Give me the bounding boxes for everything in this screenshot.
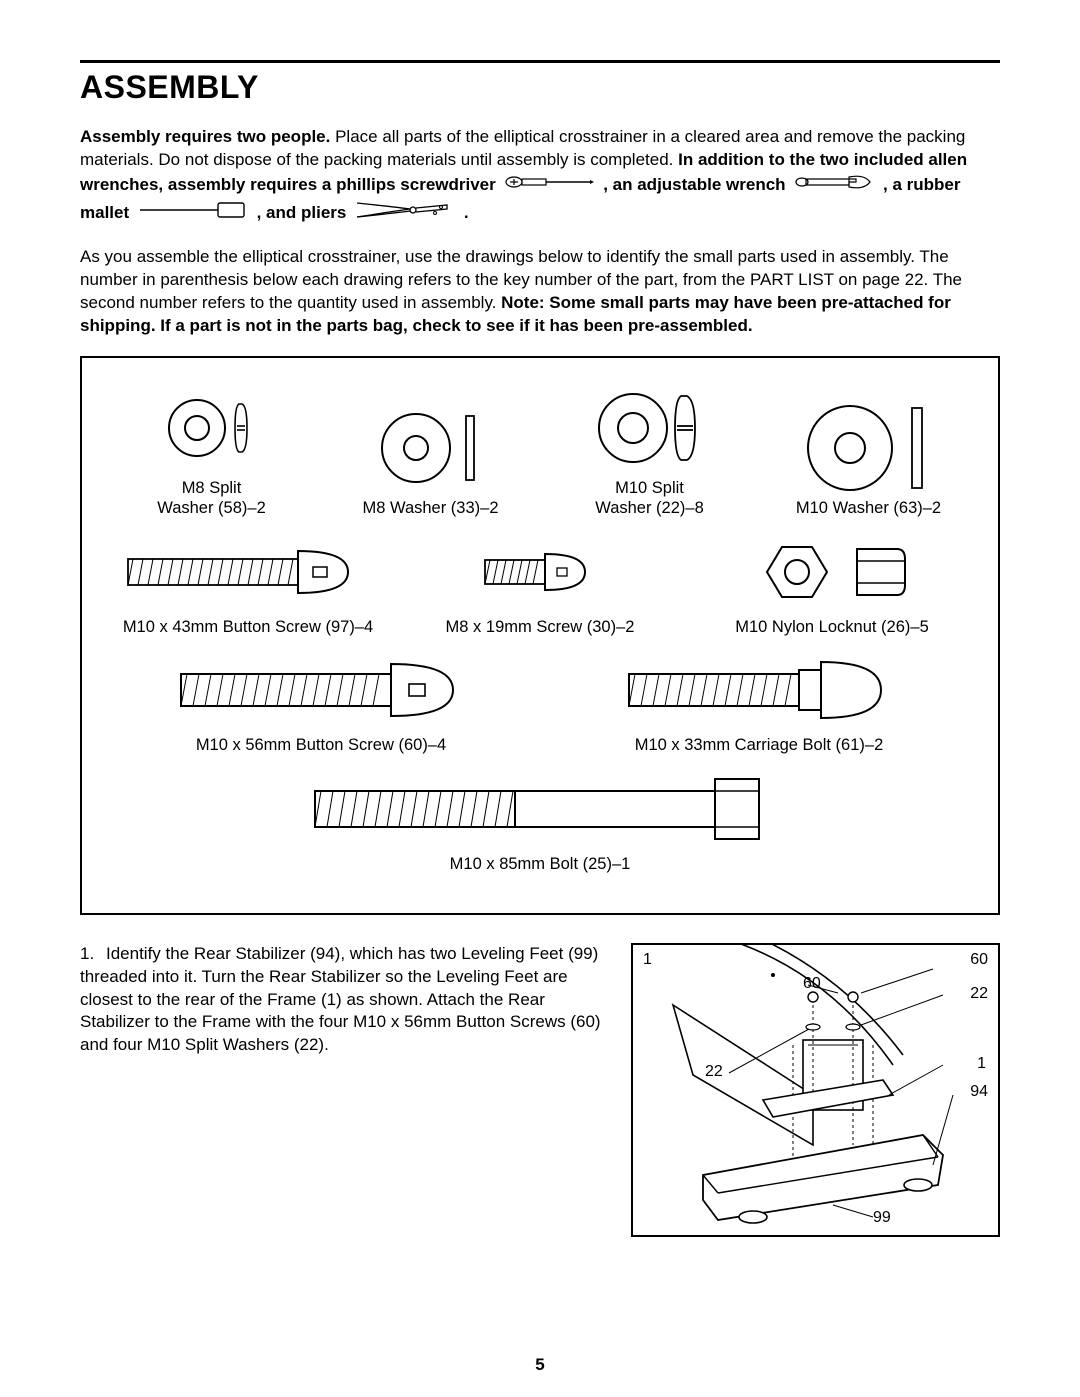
parts-row-2: M10 x 43mm Button Screw (97)–4 M8 x 19mm… (102, 537, 978, 638)
part-label: M10 Split (615, 479, 684, 497)
part-m10x85-bolt: M10 x 85mm Bolt (25)–1 (102, 774, 978, 875)
top-rule (80, 60, 1000, 63)
parts-row-3: M10 x 56mm Button Screw (60)–4 M10 x 33m… (102, 655, 978, 756)
parts-row-4: M10 x 85mm Bolt (25)–1 (102, 774, 978, 875)
tools-text-4: , and pliers (257, 203, 351, 222)
part-label: M10 x 85mm Bolt (25)–1 (102, 854, 978, 875)
part-m10-washer: M10 Washer (63)–2 (759, 408, 978, 519)
tools-text-5: . (464, 203, 469, 222)
part-label: M8 Split (182, 479, 242, 497)
step-1-diagram: 1 60 60 22 22 1 94 99 (631, 943, 1000, 1237)
callout-1r: 1 (977, 1055, 986, 1073)
part-label: M10 Nylon Locknut (26)–5 (686, 617, 978, 638)
part-label-b: Washer (22)–8 (595, 499, 704, 517)
step-body: Identify the Rear Stabilizer (94), which… (80, 944, 601, 1055)
callout-22l: 22 (705, 1063, 723, 1081)
part-m10x33-carriage-bolt: M10 x 33mm Carriage Bolt (61)–2 (540, 655, 978, 756)
adjustable-wrench-icon (794, 172, 874, 199)
page-number: 5 (0, 1355, 1080, 1375)
callout-99: 99 (873, 1209, 891, 1227)
parts-row-1: M8 Split Washer (58)–2 M8 Washer (33)–2 (102, 388, 978, 519)
part-m8-washer: M8 Washer (33)–2 (321, 408, 540, 519)
part-label: M10 x 33mm Carriage Bolt (61)–2 (540, 735, 978, 756)
part-label: M8 Washer (33)–2 (362, 499, 498, 517)
part-m8-split-washer: M8 Split Washer (58)–2 (102, 388, 321, 519)
callout-60a: 60 (803, 975, 821, 993)
part-m10x56-button-screw: M10 x 56mm Button Screw (60)–4 (102, 655, 540, 756)
part-label-b: Washer (58)–2 (157, 499, 266, 517)
part-label: M8 x 19mm Screw (30)–2 (394, 617, 686, 638)
intro2-paragraph: As you assemble the elliptical crosstrai… (80, 246, 1000, 338)
page: ASSEMBLY Assembly requires two people. P… (0, 0, 1080, 1397)
step-number: 1. (80, 943, 106, 966)
intro-paragraph: Assembly requires two people. Place all … (80, 126, 1000, 228)
part-label: M10 Washer (63)–2 (796, 499, 941, 517)
step-1: 1.Identify the Rear Stabilizer (94), whi… (80, 943, 1000, 1237)
part-m10-split-washer: M10 Split Washer (22)–8 (540, 388, 759, 519)
part-m10x43-button-screw: M10 x 43mm Button Screw (97)–4 (102, 537, 394, 638)
callout-94: 94 (970, 1083, 988, 1101)
part-m10-nylon-locknut: M10 Nylon Locknut (26)–5 (686, 537, 978, 638)
part-label: M10 x 43mm Button Screw (97)–4 (102, 617, 394, 638)
part-label: M10 x 56mm Button Screw (60)–4 (102, 735, 540, 756)
parts-box: M8 Split Washer (58)–2 M8 Washer (33)–2 (80, 356, 1000, 915)
intro-lead-bold: Assembly requires two people. (80, 127, 330, 146)
page-title: ASSEMBLY (80, 69, 1000, 106)
rubber-mallet-icon (138, 200, 248, 227)
pliers-icon (355, 199, 455, 228)
step-1-text: 1.Identify the Rear Stabilizer (94), whi… (80, 943, 601, 1237)
phillips-screwdriver-icon (504, 174, 594, 197)
callout-22r: 22 (970, 985, 988, 1003)
part-m8x19-screw: M8 x 19mm Screw (30)–2 (394, 537, 686, 638)
callout-1-tl: 1 (643, 951, 652, 969)
callout-60b: 60 (970, 951, 988, 969)
tools-text-2: , an adjustable wrench (603, 175, 790, 194)
